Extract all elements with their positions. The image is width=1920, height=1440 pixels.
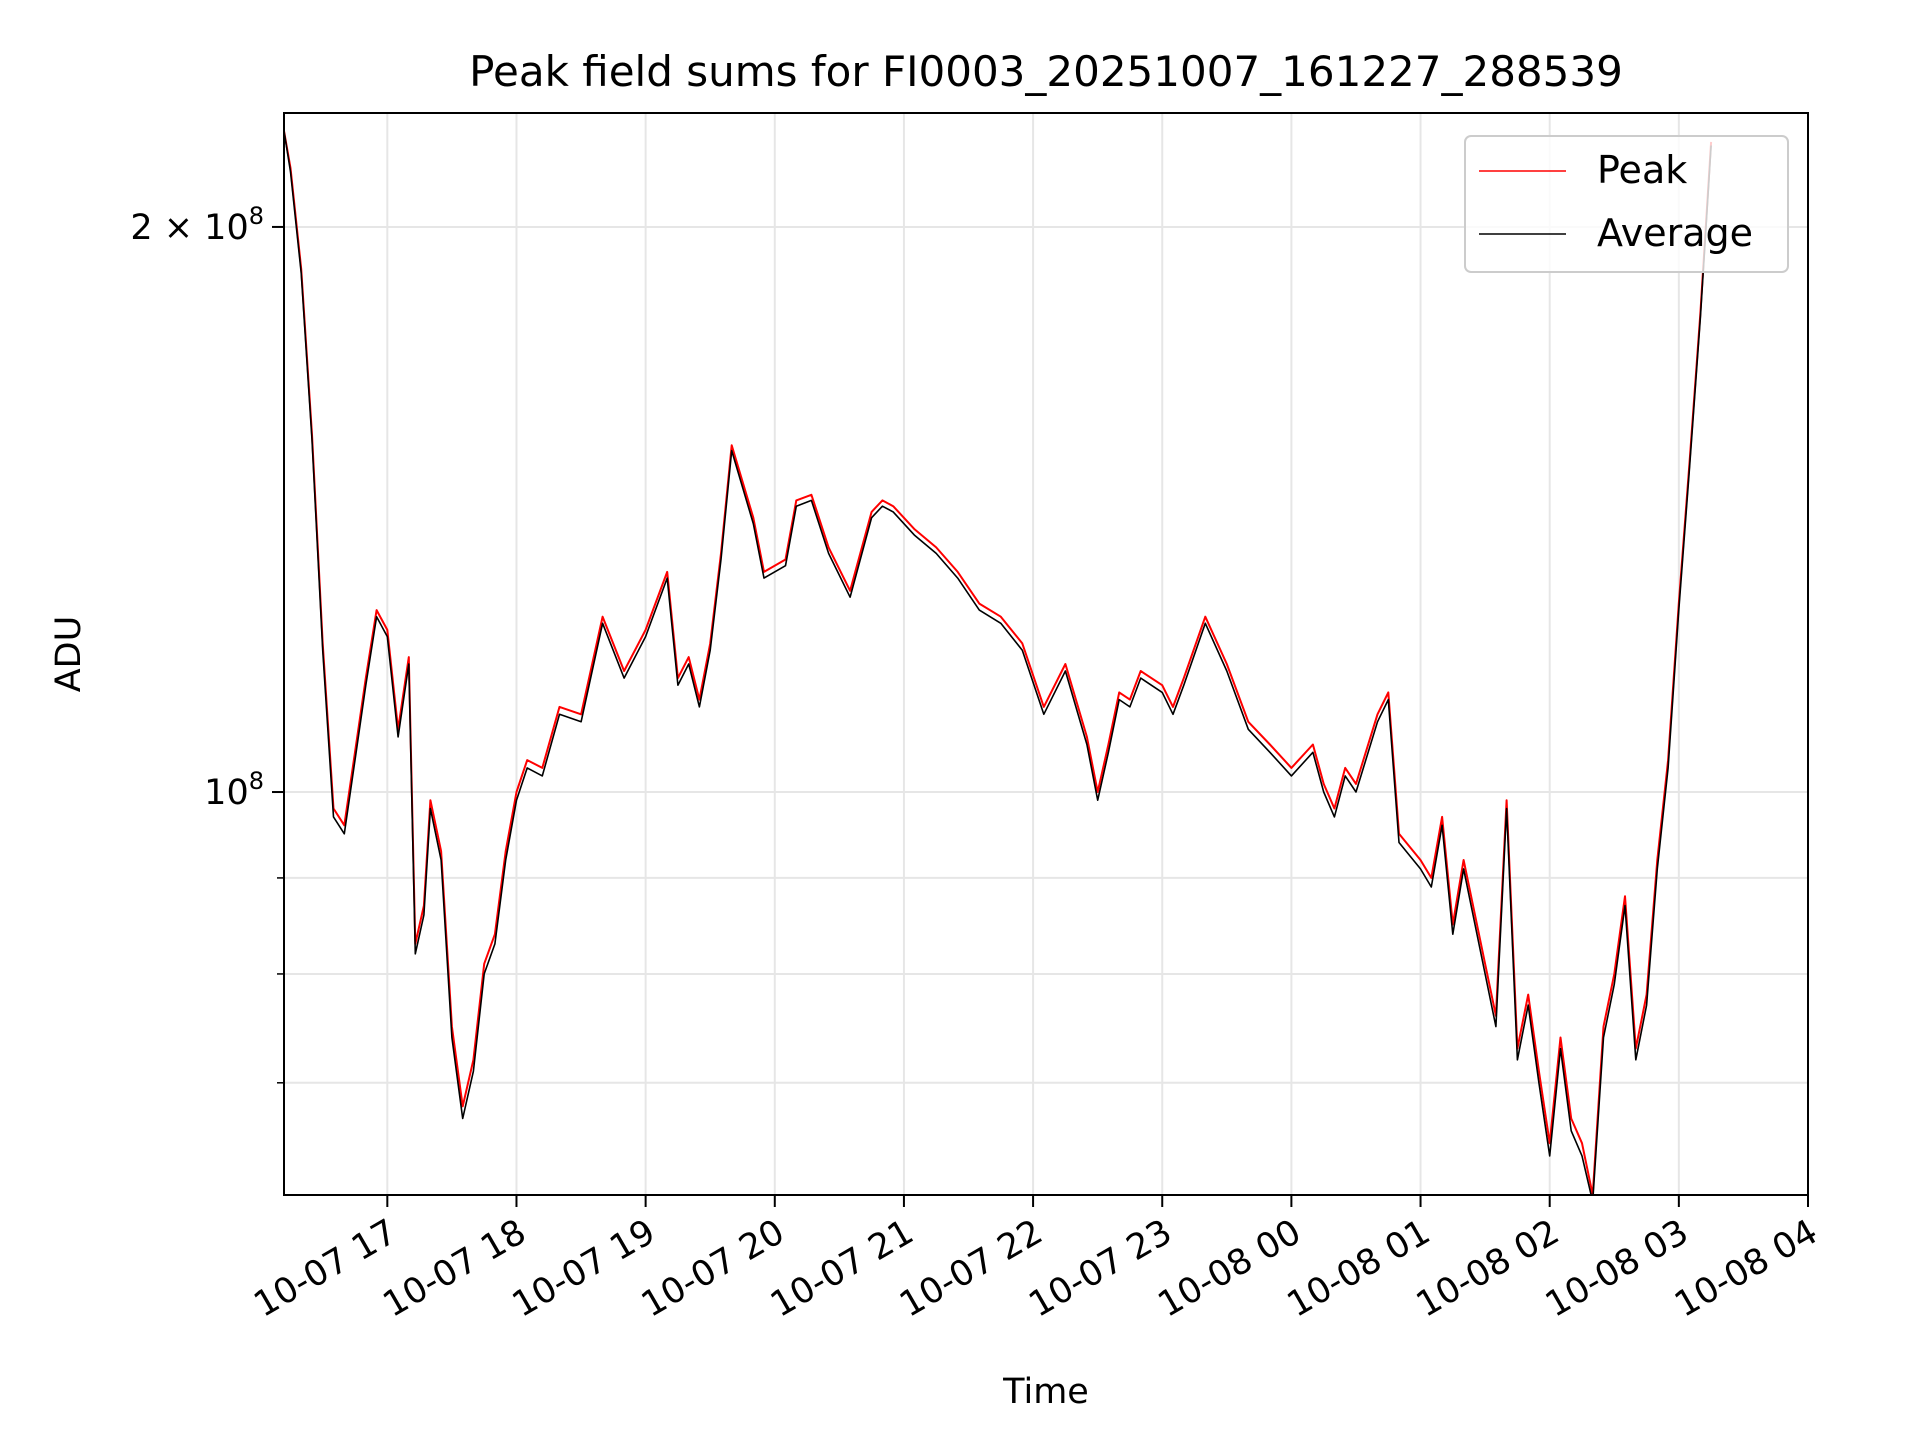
series-line-peak [284, 130, 1713, 1195]
series-lines [284, 130, 1713, 1195]
x-axis-title: Time [1002, 1372, 1089, 1412]
grid [284, 113, 1809, 1195]
y-tick-label: 108 [204, 767, 264, 813]
series-line-average [284, 130, 1712, 1195]
y-axis-ticks: 108 2 × 108 [130, 202, 284, 1084]
y-tick-label: 2 × 108 [130, 202, 264, 248]
plot-frame [283, 112, 1809, 1196]
legend: Peak Average [1464, 135, 1789, 273]
legend-label-average: Average [1597, 211, 1753, 255]
y-axis-title: ADU [49, 616, 89, 693]
chart-title: Peak field sums for FI0003_20251007_1612… [469, 47, 1623, 96]
legend-box [1464, 135, 1789, 273]
legend-label-peak: Peak [1597, 148, 1687, 192]
